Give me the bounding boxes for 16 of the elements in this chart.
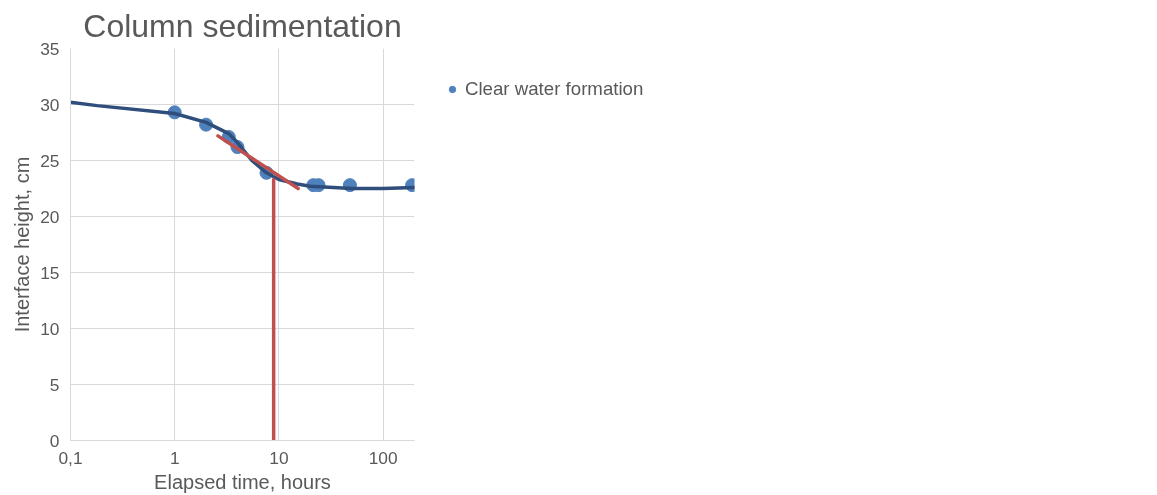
y-tick-label: 0 <box>49 430 60 451</box>
x-axis-title: Elapsed time, hours <box>154 470 331 493</box>
x-tick-label: 100 <box>368 447 398 468</box>
y-tick-label: 15 <box>40 262 60 283</box>
y-tick-label: 5 <box>49 374 60 395</box>
chart-title: Column sedimentation <box>83 7 402 44</box>
y-tick-label: 10 <box>40 318 60 339</box>
x-tick-label: 1 <box>169 447 180 468</box>
y-axis-title: Interface height, cm <box>11 156 34 333</box>
legend-label: Clear water formation <box>465 78 644 100</box>
y-tick-label: 35 <box>40 38 60 59</box>
x-tick-label: 10 <box>269 447 289 468</box>
y-tick-label: 20 <box>40 206 60 227</box>
y-tick-label: 25 <box>40 150 60 171</box>
y-tick-label: 30 <box>40 94 60 115</box>
x-tick-label: 0,1 <box>58 447 83 468</box>
